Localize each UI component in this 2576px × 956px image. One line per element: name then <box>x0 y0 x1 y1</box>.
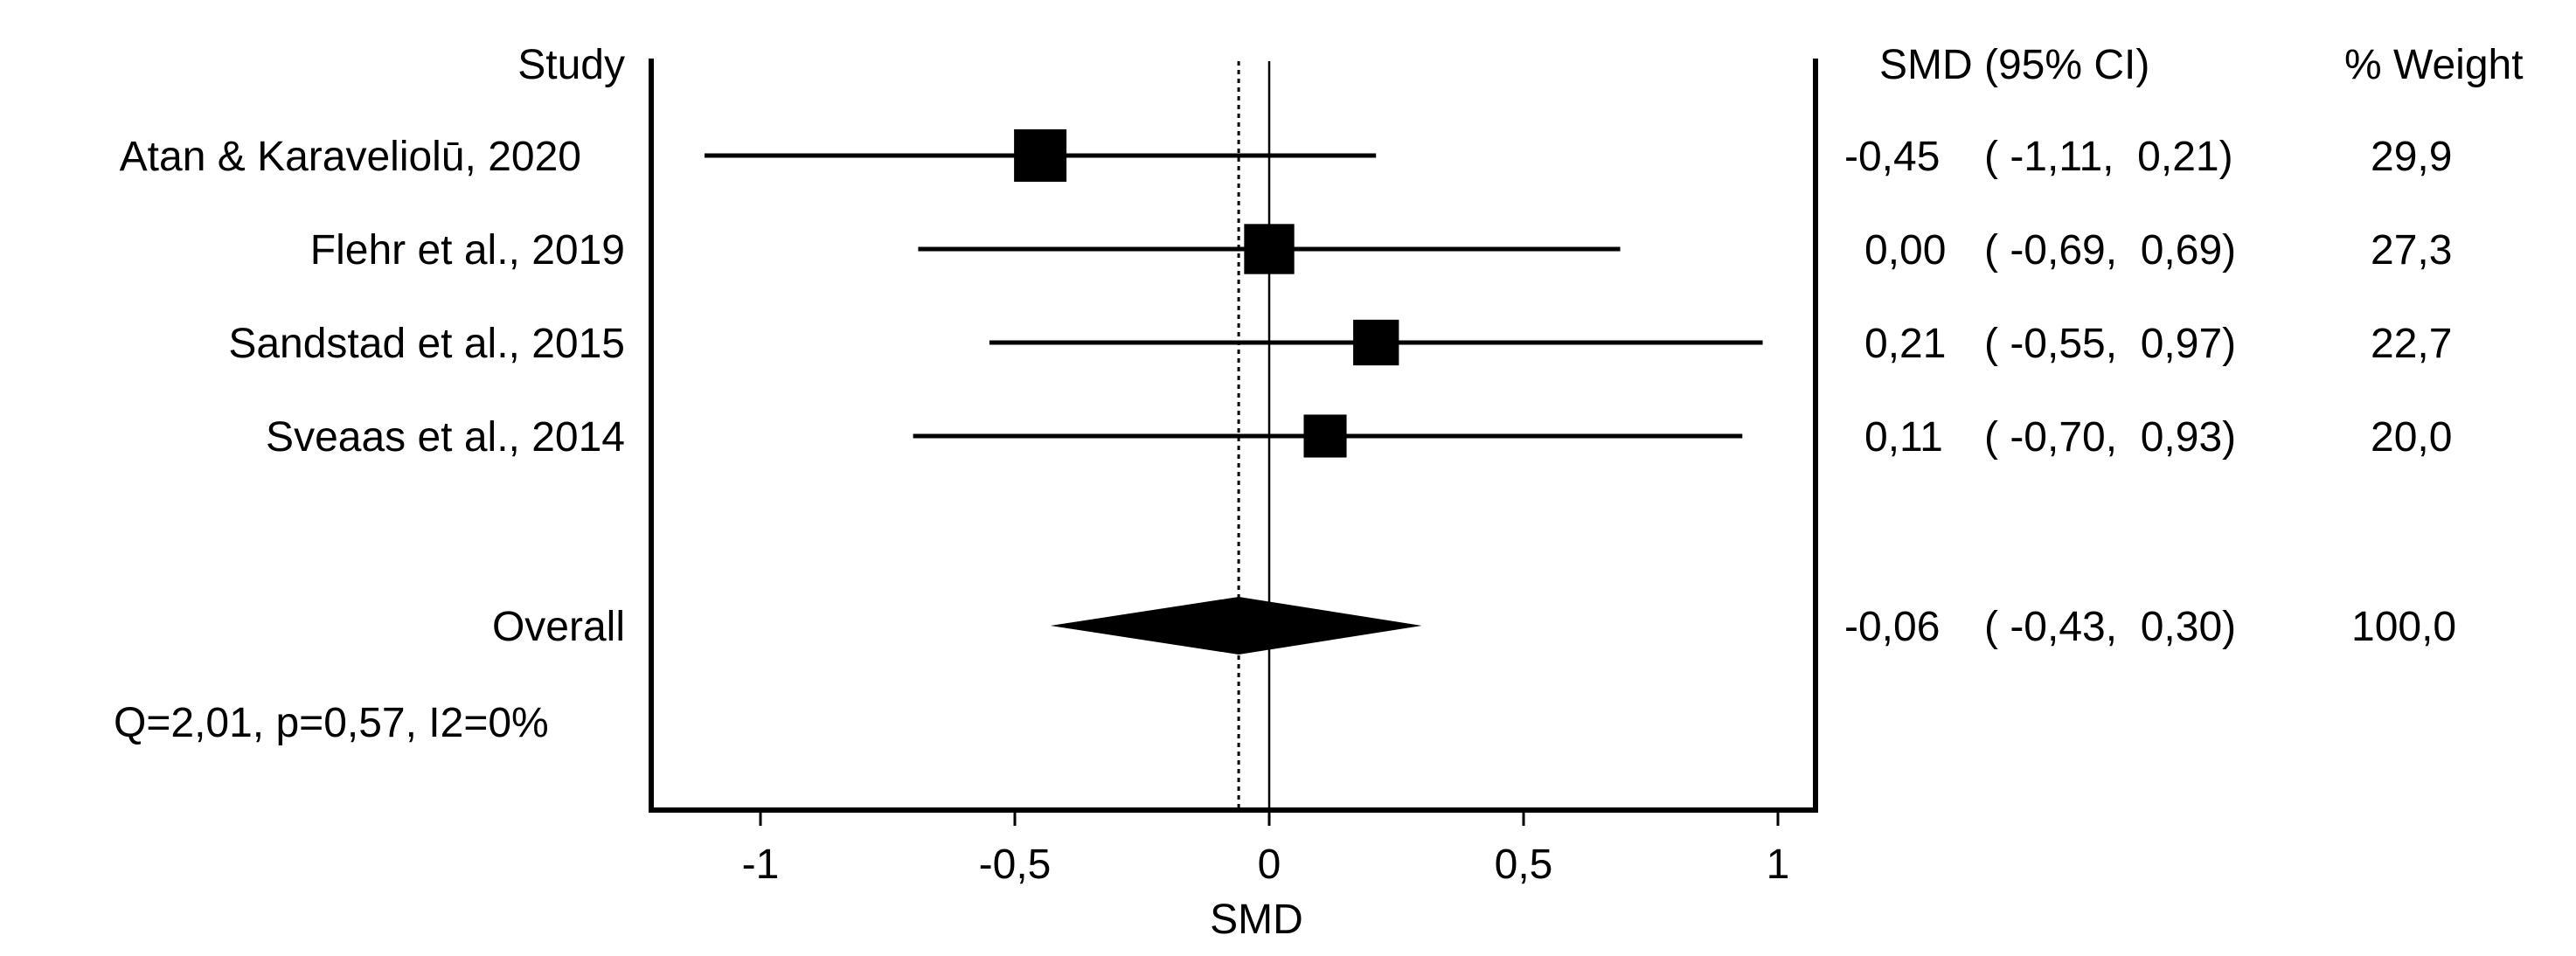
study-row: Atan & Karaveliolū, 2020 -0,45 ( -1,11, … <box>120 129 2452 182</box>
overall-label: Overall <box>492 604 625 650</box>
study-row: Flehr et al., 2019 0,00 ( -0,69, 0,69) 2… <box>310 224 2452 274</box>
header-weight: % Weight <box>2344 42 2524 88</box>
x-tick-label: -0,5 <box>979 842 1052 888</box>
ci-value: ( -0,55, 0,97) <box>1984 321 2236 367</box>
x-tick-label: 0,5 <box>1495 842 1553 888</box>
effect-size-square <box>1353 319 1399 366</box>
study-label: Atan & Karaveliolū, 2020 <box>120 134 581 180</box>
study-label: Sandstad et al., 2015 <box>228 321 625 367</box>
effect-size-square <box>1244 224 1295 274</box>
smd-value: -0,45 <box>1844 134 1940 180</box>
x-axis-label: SMD <box>1210 897 1303 943</box>
smd-value: 0,00 <box>1864 227 1946 274</box>
study-label: Flehr et al., 2019 <box>310 227 625 274</box>
x-tick-label: 0 <box>1258 842 1281 888</box>
ci-value: ( -1,11, 0,21) <box>1984 134 2233 180</box>
heterogeneity-stats: Q=2,01, p=0,57, I2=0% <box>114 700 549 746</box>
study-row: Sveaas et al., 2014 0,11 ( -0,70, 0,93) … <box>266 414 2452 461</box>
effect-size-square <box>1014 129 1067 182</box>
study-row: Sandstad et al., 2015 0,21 ( -0,55, 0,97… <box>228 319 2452 367</box>
x-tick-label: -1 <box>742 842 780 888</box>
x-tick-label: 1 <box>1767 842 1790 888</box>
weight-value: 22,7 <box>2371 321 2452 367</box>
ci-value: ( -0,69, 0,69) <box>1984 227 2236 274</box>
overall-weight-value: 100,0 <box>2351 604 2456 650</box>
header-study: Study <box>517 42 625 88</box>
weight-value: 20,0 <box>2371 414 2452 461</box>
weight-value: 29,9 <box>2371 134 2452 180</box>
effect-size-square <box>1303 414 1347 458</box>
overall-ci-value: ( -0,43, 0,30) <box>1984 604 2236 650</box>
study-label: Sveaas et al., 2014 <box>266 414 625 461</box>
ci-value: ( -0,70, 0,93) <box>1984 414 2236 461</box>
header-ci: SMD (95% CI) <box>1879 42 2149 88</box>
smd-value: 0,21 <box>1864 321 1946 367</box>
smd-value: 0,11 <box>1864 414 1943 461</box>
weight-value: 27,3 <box>2371 227 2452 274</box>
overall-smd-value: -0,06 <box>1844 604 1940 650</box>
overall-row: Overall -0,06 ( -0,43, 0,30) 100,0 <box>492 597 2456 655</box>
pooled-effect-diamond <box>1050 597 1422 655</box>
